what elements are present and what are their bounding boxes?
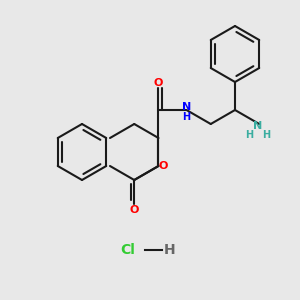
Text: H: H bbox=[182, 112, 190, 122]
Text: O: O bbox=[130, 205, 139, 215]
Text: H: H bbox=[245, 130, 253, 140]
Text: H: H bbox=[164, 243, 176, 257]
Text: N: N bbox=[182, 102, 191, 112]
Text: O: O bbox=[159, 161, 168, 171]
Text: Cl: Cl bbox=[121, 243, 135, 257]
Text: H: H bbox=[262, 130, 270, 140]
Text: O: O bbox=[154, 78, 163, 88]
Text: N: N bbox=[253, 121, 262, 131]
